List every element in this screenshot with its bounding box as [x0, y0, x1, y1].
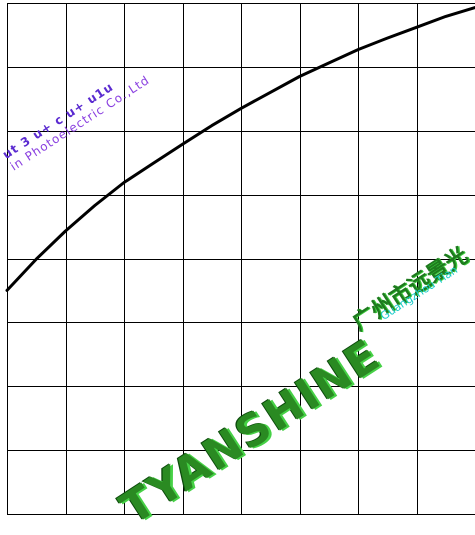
line-chart	[0, 0, 475, 515]
chart-grid	[7, 3, 475, 515]
